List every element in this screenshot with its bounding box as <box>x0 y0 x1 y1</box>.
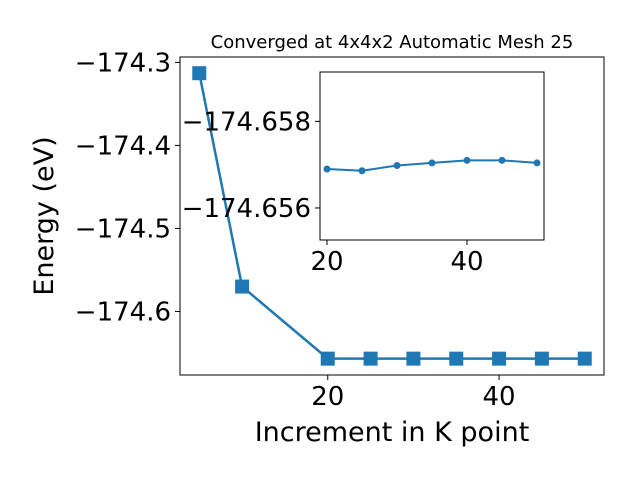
x-tick-label: 40 <box>450 247 483 277</box>
main-axes-frame <box>179 56 605 376</box>
y-tick-label: −174.5 <box>75 214 171 244</box>
data-point <box>492 351 507 366</box>
y-axis-label: Energy (eV) <box>29 136 60 295</box>
chart-title: Converged at 4x4x2 Automatic Mesh 25 <box>211 32 574 53</box>
data-point <box>449 351 464 366</box>
data-point <box>320 351 335 366</box>
x-tick-label: 20 <box>310 247 343 277</box>
data-point <box>192 66 207 81</box>
main-series <box>192 66 592 366</box>
data-point <box>534 351 549 366</box>
data-point <box>393 162 401 170</box>
data-point <box>235 279 250 294</box>
data-point <box>577 351 592 366</box>
data-point <box>406 351 421 366</box>
data-point <box>533 159 541 167</box>
data-point <box>463 156 471 164</box>
y-tick-label: −174.3 <box>75 48 171 78</box>
data-point <box>358 167 366 175</box>
x-axis-label: Increment in K point <box>255 417 530 448</box>
data-point <box>428 159 436 167</box>
data-point <box>498 156 506 164</box>
data-point <box>323 165 331 173</box>
y-tick-label: −174.658 <box>182 107 311 137</box>
inset-axes-frame <box>319 71 545 241</box>
main-ticks: 20 40 −174.3 −174.4 −174.5 −174.6 <box>75 48 516 412</box>
inset-background <box>320 72 544 240</box>
data-point <box>363 351 378 366</box>
x-tick-label: 40 <box>483 382 516 412</box>
y-tick-label: −174.4 <box>75 131 171 161</box>
x-tick-label: 20 <box>311 382 344 412</box>
y-tick-label: −174.656 <box>182 194 311 224</box>
inset-series <box>323 156 541 175</box>
y-tick-label: −174.6 <box>75 297 171 327</box>
inset-ticks: 20 40 −174.658 −174.656 <box>182 107 484 277</box>
